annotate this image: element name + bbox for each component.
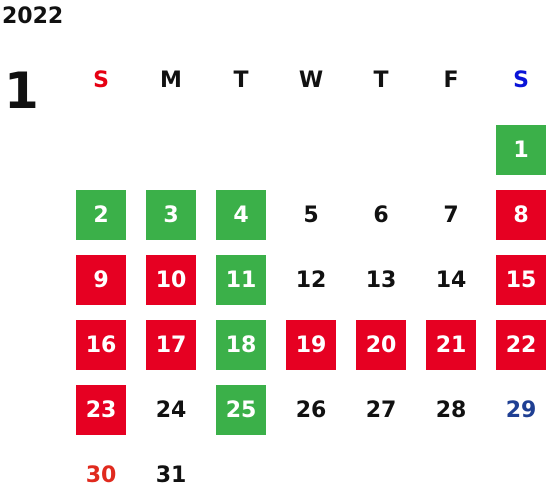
- day: 20: [356, 320, 406, 370]
- day: 19: [286, 320, 336, 370]
- day: 4: [216, 190, 266, 240]
- weekday: W: [298, 67, 324, 93]
- day: 24: [155, 397, 187, 423]
- day: 8: [496, 190, 546, 240]
- weekday: F: [443, 67, 459, 93]
- weekday: M: [160, 67, 182, 93]
- day: 12: [295, 267, 327, 293]
- day: 25: [216, 385, 266, 435]
- day: 28: [435, 397, 467, 423]
- day: 27: [365, 397, 397, 423]
- day: 3: [146, 190, 196, 240]
- day: 7: [443, 202, 459, 228]
- day: 14: [435, 267, 467, 293]
- weekday: T: [233, 67, 249, 93]
- day: 9: [76, 255, 126, 305]
- day: 6: [373, 202, 389, 228]
- day: 31: [155, 462, 187, 488]
- day: 17: [146, 320, 196, 370]
- weekday: S: [513, 67, 529, 93]
- day: 11: [216, 255, 266, 305]
- day: 1: [496, 125, 546, 175]
- weekday: S: [93, 67, 109, 93]
- day: 18: [216, 320, 266, 370]
- day: 26: [295, 397, 327, 423]
- day: 10: [146, 255, 196, 305]
- day: 16: [76, 320, 126, 370]
- day: 21: [426, 320, 476, 370]
- month: 1: [4, 62, 39, 120]
- day: 5: [303, 202, 319, 228]
- year: 2022: [2, 4, 64, 29]
- day: 15: [496, 255, 546, 305]
- day: 22: [496, 320, 546, 370]
- day: 23: [76, 385, 126, 435]
- day: 13: [365, 267, 397, 293]
- day: 30: [85, 462, 117, 488]
- day: 29: [505, 397, 537, 423]
- weekday: T: [373, 67, 389, 93]
- day: 2: [76, 190, 126, 240]
